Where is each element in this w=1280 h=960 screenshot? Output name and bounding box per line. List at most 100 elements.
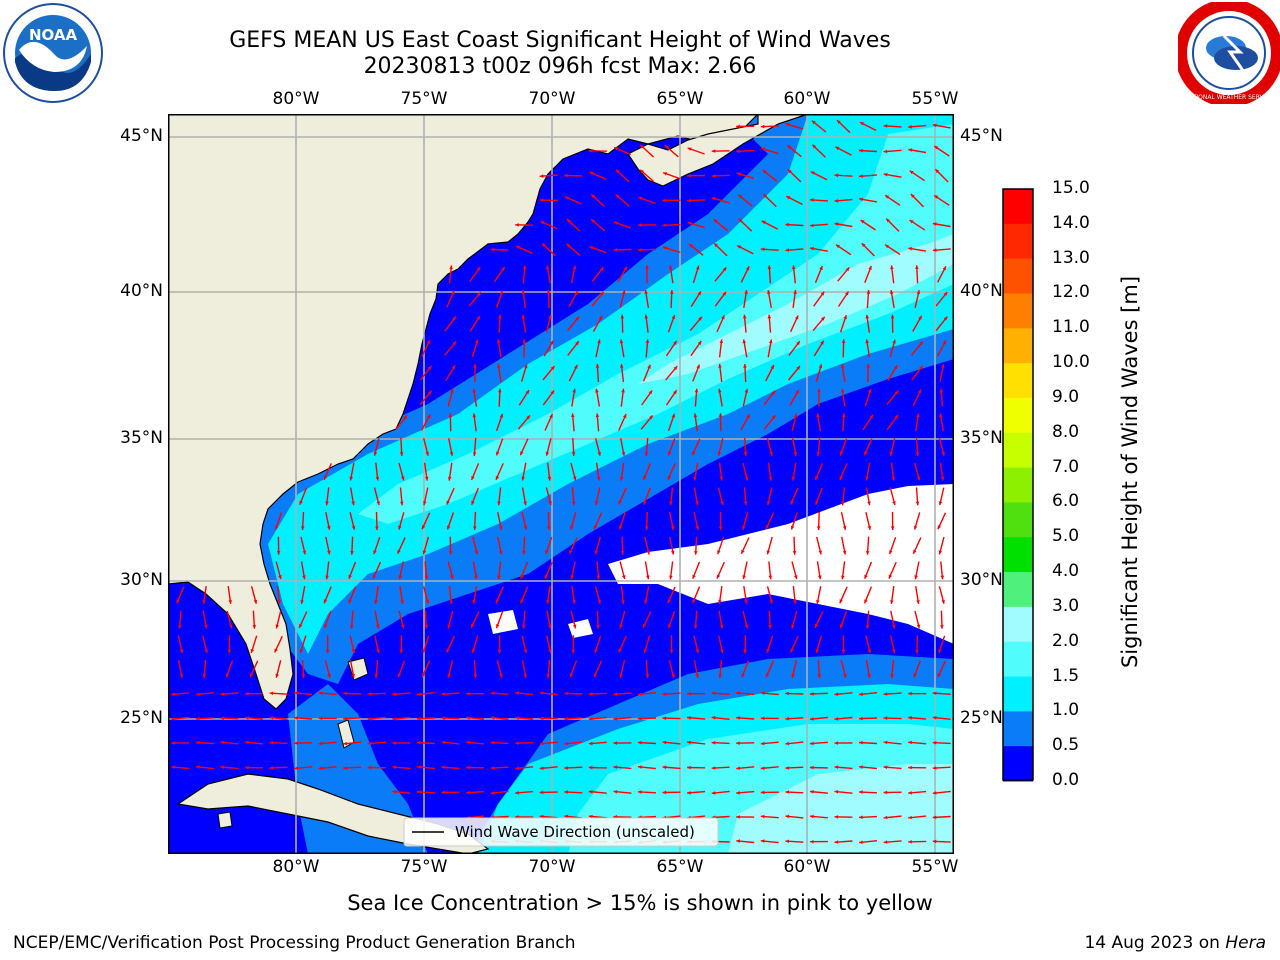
wave-direction-arrowhead xyxy=(422,673,426,678)
wave-direction-arrowhead xyxy=(890,265,894,270)
wave-direction-arrowhead xyxy=(817,674,822,678)
colorbar-tick: 4.0 xyxy=(1052,561,1080,582)
wave-direction-arrowhead xyxy=(771,415,776,420)
wave-direction-arrowhead xyxy=(220,765,225,769)
wave-direction-arrowhead xyxy=(721,315,725,320)
wave-direction-arrowhead xyxy=(591,194,596,198)
wave-direction-arrowhead xyxy=(546,600,550,604)
wave-direction-arrowhead xyxy=(761,220,766,225)
wave-direction-arrowhead xyxy=(910,194,915,198)
wave-direction-arrowhead xyxy=(711,791,716,795)
wave-direction-arrowhead xyxy=(810,171,815,175)
wave-direction-arrowhead xyxy=(474,550,479,555)
wave-direction-arrowhead xyxy=(916,413,920,418)
wave-direction-arrowhead xyxy=(820,340,824,345)
wave-direction-arrowhead xyxy=(575,341,579,346)
wave-direction-arrowhead xyxy=(351,649,356,654)
wave-direction-arrowhead xyxy=(908,247,913,251)
wave-band-south-2.0-3.0 xyxy=(728,764,954,854)
wave-direction-arrowhead xyxy=(760,741,765,746)
wave-direction-arrowhead xyxy=(718,526,723,530)
wave-direction-arrowhead xyxy=(250,649,255,653)
colorbar-band xyxy=(1003,746,1033,782)
wave-direction-arrowhead xyxy=(448,551,453,555)
map-legend: Wind Wave Direction (unscaled) xyxy=(403,817,719,847)
wave-direction-arrowhead xyxy=(318,766,323,770)
wave-direction-arrowhead xyxy=(815,649,820,653)
wave-direction-arrowhead xyxy=(765,525,770,530)
wave-direction-arrowhead xyxy=(515,741,519,745)
wave-direction-arrowhead xyxy=(323,599,328,604)
wave-direction-arrowhead xyxy=(867,674,871,678)
wave-direction-arrowhead xyxy=(452,341,457,346)
colorbar-band xyxy=(1003,363,1033,399)
wave-direction-arrowhead xyxy=(451,365,456,370)
wave-direction-arrowhead xyxy=(839,599,843,604)
wave-direction-arrowhead xyxy=(771,390,776,395)
lat-tick-left: 30°N xyxy=(120,570,163,590)
wave-direction-arrowhead xyxy=(916,600,920,604)
wave-direction-arrowhead xyxy=(490,691,495,696)
colorbar-band xyxy=(1003,223,1033,260)
wave-direction-arrowhead xyxy=(671,673,675,678)
wave-direction-arrowhead xyxy=(447,525,451,530)
wave-direction-arrowhead xyxy=(719,624,724,629)
wave-direction-arrowhead xyxy=(548,501,552,505)
wave-direction-arrowhead xyxy=(932,815,937,820)
wave-direction-arrowhead xyxy=(620,551,625,555)
wave-direction-arrowhead xyxy=(760,814,765,819)
wave-direction-arrowhead xyxy=(692,451,696,456)
wave-direction-arrowhead xyxy=(324,624,328,629)
colorbar-band xyxy=(1003,537,1033,573)
wave-direction-arrowhead xyxy=(524,364,528,369)
wave-direction-arrowhead xyxy=(711,766,716,770)
colorbar-band xyxy=(1003,189,1033,225)
wave-direction-arrowhead xyxy=(548,314,552,319)
colorbar-tick: 10.0 xyxy=(1052,352,1090,373)
wave-direction-arrowhead xyxy=(883,692,888,696)
wave-direction-arrowhead xyxy=(689,244,693,248)
wave-direction-arrowhead xyxy=(839,624,844,629)
wave-direction-arrowhead xyxy=(351,525,356,530)
wave-direction-arrowhead xyxy=(614,147,619,151)
wave-direction-arrowhead xyxy=(392,692,397,696)
wave-direction-arrowhead xyxy=(375,526,379,530)
wave-direction-arrowhead xyxy=(171,741,175,745)
wave-direction-arrowhead xyxy=(669,649,674,654)
wave-direction-arrowhead xyxy=(597,451,601,456)
wave-direction-arrowhead xyxy=(621,388,625,393)
wave-direction-arrowhead xyxy=(245,716,249,720)
lon-tick-top: 70°W xyxy=(528,89,576,109)
wave-direction-arrowhead xyxy=(323,475,328,480)
wave-direction-arrowhead xyxy=(269,716,274,720)
wave-direction-arrowhead xyxy=(596,476,601,481)
wave-direction-arrowhead xyxy=(441,740,446,745)
colorbar-tick: 6.0 xyxy=(1052,491,1080,512)
wave-direction-arrowhead xyxy=(790,500,794,505)
wave-direction-arrowhead xyxy=(892,501,896,505)
wave-direction-arrowhead xyxy=(498,388,502,393)
wave-direction-arrowhead xyxy=(549,414,553,419)
wave-direction-arrowhead xyxy=(883,840,888,844)
wave-direction-arrowhead xyxy=(526,415,530,420)
wave-direction-arrowhead xyxy=(325,649,330,654)
wave-direction-arrowhead xyxy=(865,314,870,319)
wave-direction-arrowhead xyxy=(893,365,898,370)
wave-direction-arrowhead xyxy=(618,648,622,653)
wave-direction-arrowhead xyxy=(566,218,571,223)
wave-direction-arrowhead xyxy=(939,413,943,418)
wave-direction-arrowhead xyxy=(868,265,872,270)
wave-direction-arrowhead xyxy=(718,364,722,368)
wave-direction-arrowhead xyxy=(318,691,323,695)
wave-direction-arrowhead xyxy=(809,223,814,228)
lon-tick-top: 55°W xyxy=(911,89,959,109)
wave-direction-arrowhead xyxy=(450,575,454,579)
wave-direction-arrowhead xyxy=(195,692,200,696)
wave-direction-arrowhead xyxy=(547,526,551,530)
wave-direction-arrowhead xyxy=(738,218,743,223)
colorbar-band xyxy=(1003,606,1033,643)
wave-direction-arrowhead xyxy=(885,195,890,199)
wave-direction-arrowhead xyxy=(195,740,200,745)
wave-direction-arrowhead xyxy=(744,388,749,393)
wave-direction-arrowhead xyxy=(942,340,946,345)
